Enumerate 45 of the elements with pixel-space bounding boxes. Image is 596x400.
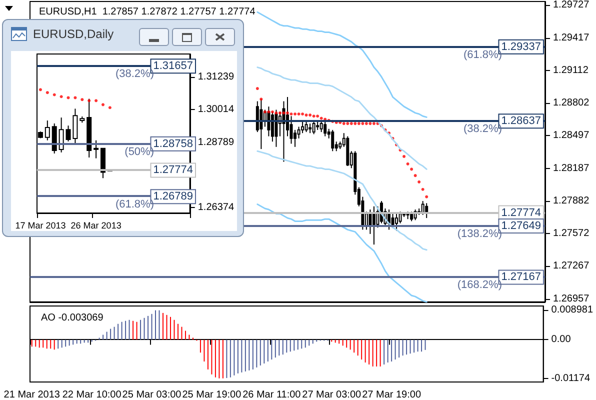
text: AO -0.003069 — [41, 312, 104, 324]
x-tick-label: 21 Mar 2013 — [4, 390, 60, 400]
x-tick-label: 25 Mar 03:00 — [122, 390, 182, 400]
ref-line-label: 1.27774 — [501, 206, 542, 219]
annotation: (38.2%) — [463, 123, 502, 136]
ref-line-label: 1.28758 — [153, 138, 194, 150]
y-tick-label: 1.28497 — [553, 130, 590, 142]
annotation: (50%) — [124, 146, 154, 158]
chart-title: EURUSD,Daily — [33, 27, 114, 41]
x-tick-label: 27 Mar 19:00 — [362, 390, 422, 400]
x-tick-label: 17 Mar 2013 — [15, 220, 66, 230]
y-tick-label: 1.31239 — [198, 71, 234, 82]
ref-line-label: 1.28637 — [501, 115, 542, 128]
y-tick-label: 1.29112 — [553, 64, 589, 76]
annotation: (61.8%) — [463, 48, 502, 61]
y-tick-label: 1.27882 — [553, 195, 590, 206]
ref-line-label: 1.27774 — [153, 164, 194, 176]
ref-line-label: 1.27649 — [501, 220, 542, 232]
y-tick-label: 1.28187 — [553, 162, 590, 174]
x-tick-label: 26 Mar 2013 — [70, 220, 122, 230]
y-tick-label: 1.28789 — [198, 137, 234, 148]
y-tick-label: -0.01174 — [551, 372, 590, 384]
ref-line-label: 1.29337 — [501, 40, 542, 53]
annotation: (168.2%) — [457, 279, 502, 292]
ref-line-label: 1.26789 — [153, 190, 194, 203]
x-tick-label: 25 Mar 19:00 — [182, 390, 242, 400]
ref-line-label: 1.27167 — [501, 271, 542, 284]
y-tick-label: 1.27572 — [553, 228, 590, 240]
annotation: (38.2%) — [115, 68, 154, 80]
y-tick-label: 1.27267 — [553, 260, 590, 272]
x-tick-label: 26 Mar 11:00 — [242, 390, 302, 400]
annotation: (61.8%) — [115, 198, 154, 211]
y-tick-label: 1.26957 — [553, 294, 590, 305]
annotation: (138.2%) — [457, 228, 502, 240]
x-tick-label: 22 Mar 10:00 — [62, 390, 122, 400]
y-tick-label: 1.28802 — [553, 98, 590, 109]
y-tick-label: 0.00 — [551, 334, 572, 346]
y-tick-label: 1.29727 — [553, 0, 590, 10]
y-tick-label: 1.29417 — [553, 32, 590, 44]
text: EURUSD,H1 1.27857 1.27872 1.27757 1.27774 — [39, 6, 256, 18]
x-tick-label: 27 Mar 03:00 — [302, 390, 362, 400]
ref-line-label: 1.31657 — [153, 60, 194, 72]
y-tick-label: 1.30014 — [198, 104, 234, 116]
y-tick-label: 0.008981 — [551, 304, 594, 316]
y-tick-label: 1.26374 — [198, 202, 234, 213]
